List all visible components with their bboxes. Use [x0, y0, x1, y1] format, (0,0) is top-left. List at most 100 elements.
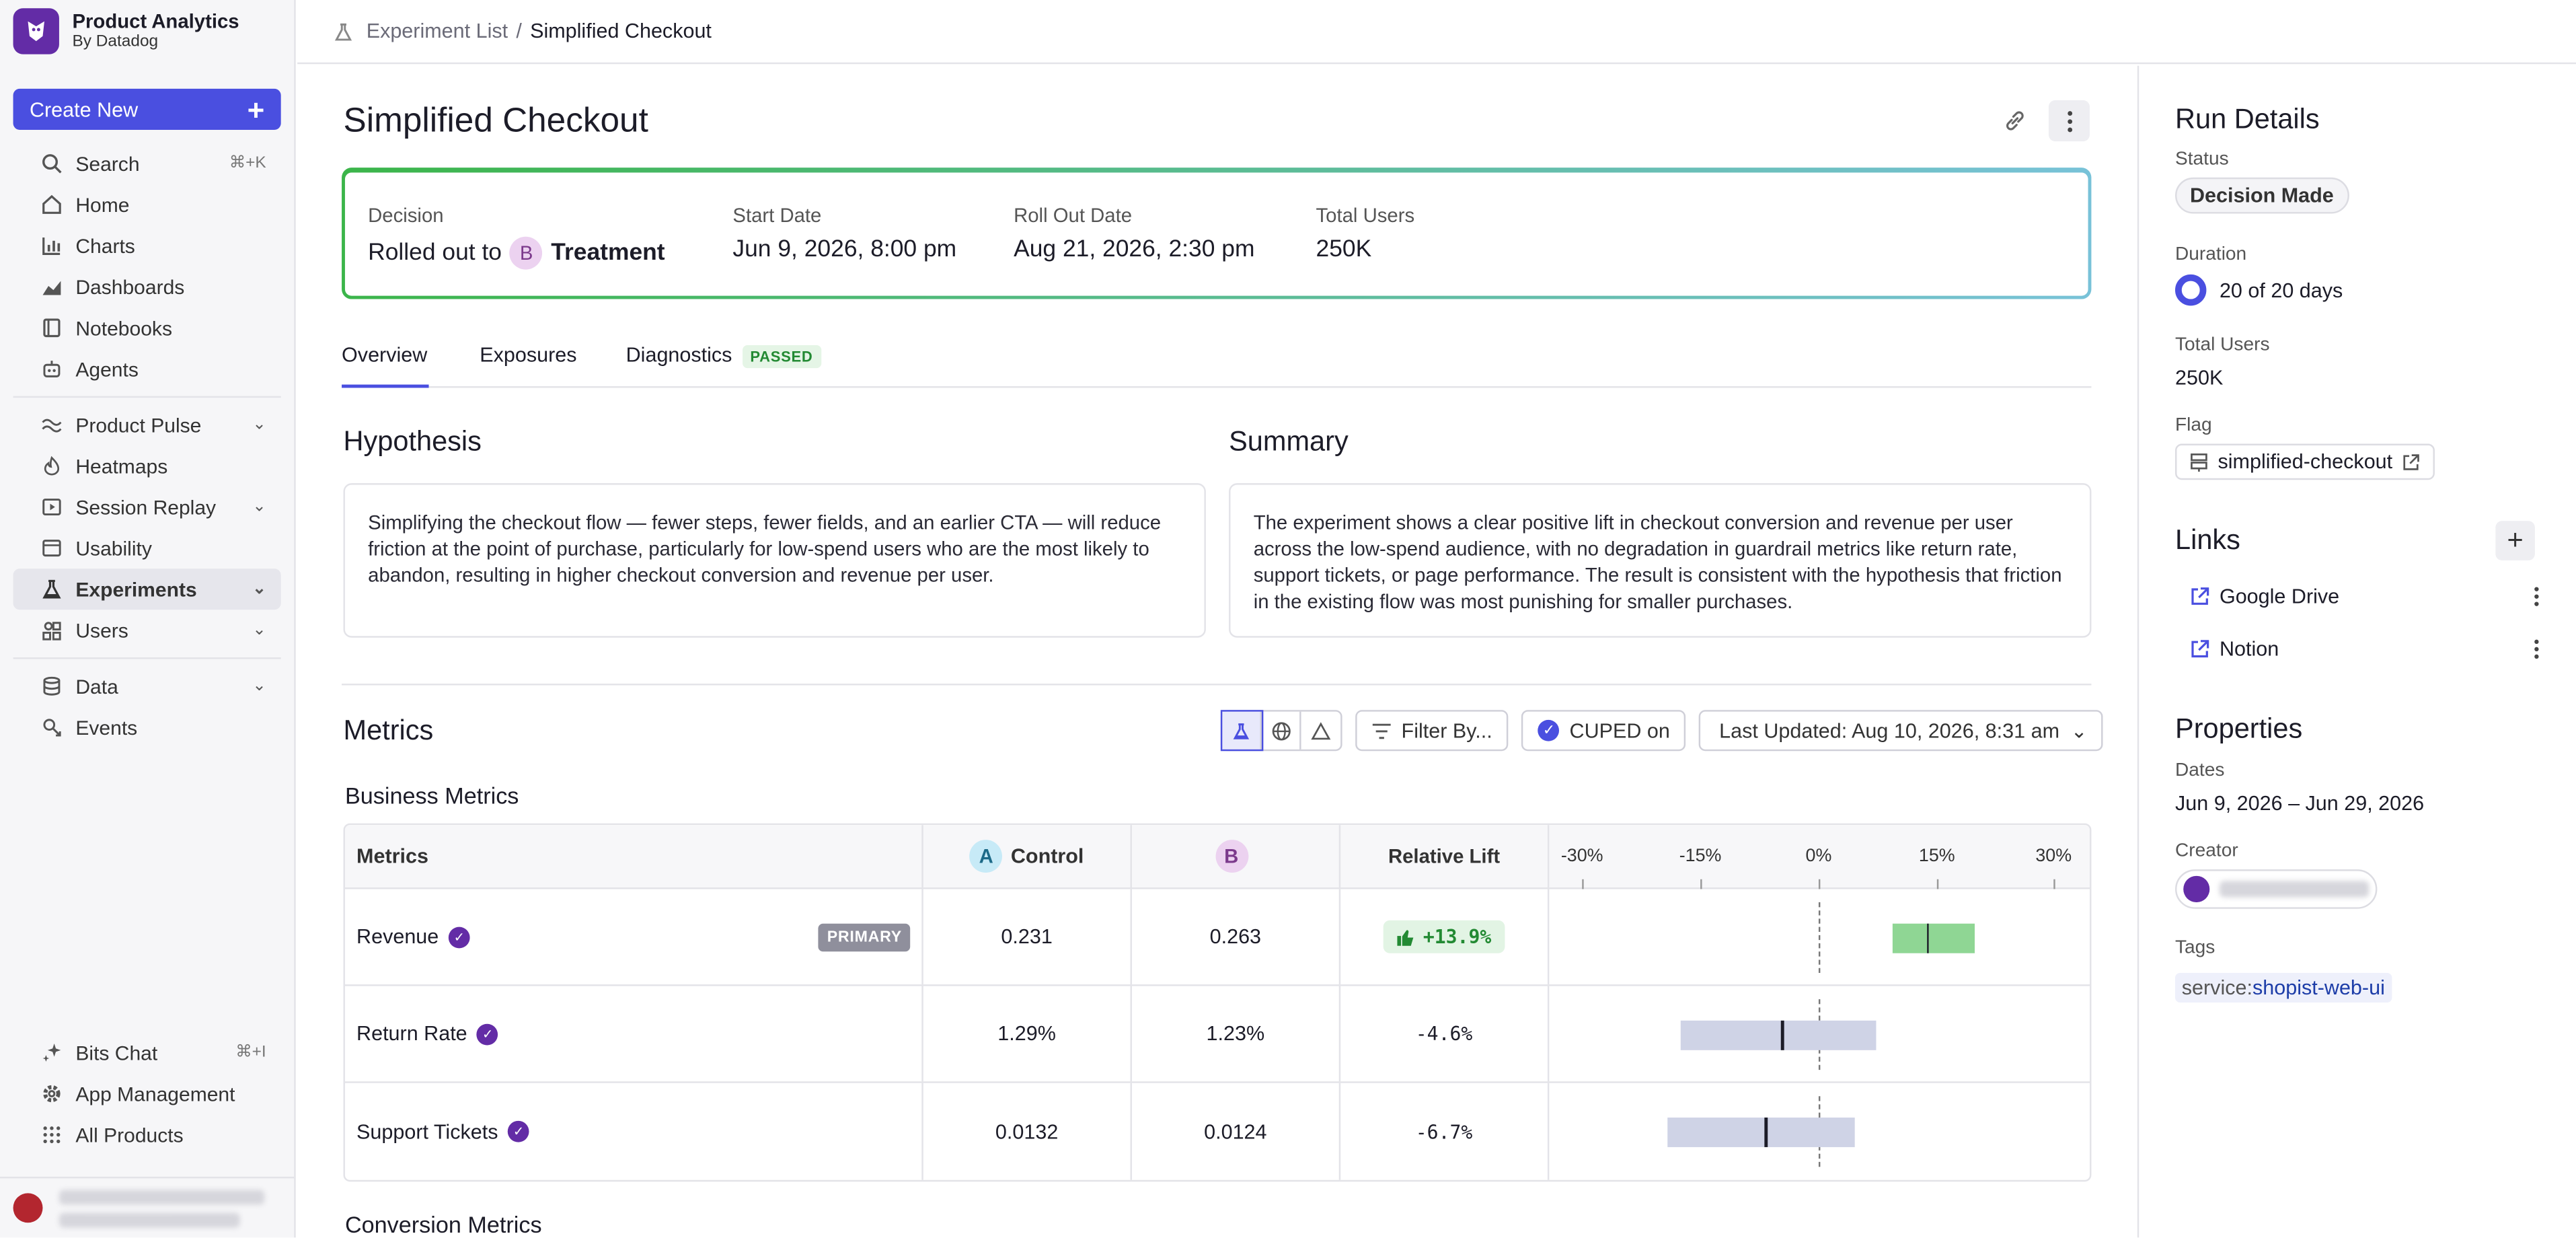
flag-link[interactable]: simplified-checkout [2175, 443, 2435, 480]
nav-notebooks[interactable]: Notebooks [13, 307, 281, 349]
plus-icon: + [247, 93, 265, 126]
tab-diagnostics-label: Diagnostics [626, 343, 732, 367]
avatar [13, 1193, 43, 1223]
more-actions-button[interactable] [2048, 100, 2090, 142]
decision-variant: Treatment [551, 240, 665, 266]
nav-bits-chat[interactable]: Bits Chat ⌘+I [13, 1032, 281, 1073]
check-circle-icon: ✓ [1538, 719, 1560, 741]
col-lift-label: Relative Lift [1388, 844, 1501, 868]
nav-experiments[interactable]: Experiments ⌄ [13, 569, 281, 610]
filter-by-button[interactable]: Filter By... [1355, 710, 1509, 752]
nav-product-pulse[interactable]: Product Pulse ⌄ [13, 404, 281, 445]
add-link-button[interactable]: + [2495, 521, 2535, 560]
breadcrumb-experiment-list[interactable]: Experiment List [366, 20, 508, 43]
tab-overview[interactable]: Overview [342, 344, 429, 388]
more-vertical-icon[interactable] [2533, 587, 2540, 606]
nav-all-products[interactable]: All Products [13, 1114, 281, 1155]
chevron-down-icon: ⌄ [252, 621, 266, 640]
decision-label: Decision [368, 203, 444, 227]
cuped-toggle[interactable]: ✓ CUPED on [1521, 710, 1687, 752]
creator-chip[interactable] [2175, 869, 2378, 909]
last-updated-dropdown[interactable]: Last Updated: Aug 10, 2026, 8:31 am ⌄ [1699, 710, 2104, 752]
nav-usability[interactable]: Usability [13, 527, 281, 569]
primary-badge: PRIMARY [819, 922, 911, 951]
tag-chip[interactable]: service:shopist-web-ui [2175, 973, 2392, 1003]
tag-key: service: [2181, 976, 2252, 1000]
nav-charts[interactable]: Charts [13, 225, 281, 266]
robot-icon [40, 357, 63, 380]
nav-app-management[interactable]: App Management [13, 1073, 281, 1114]
create-new-button[interactable]: Create New + [13, 88, 281, 130]
total-users-label: Total Users [1316, 203, 1415, 227]
axis-tick-label: 0% [1805, 846, 1832, 867]
metrics-heading: Metrics [343, 715, 434, 746]
cuped-label: CUPED on [1569, 719, 1670, 742]
point-estimate-marker [1927, 923, 1930, 953]
variant-b-badge: B [510, 236, 543, 270]
search-shortcut: ⌘+K [229, 154, 266, 173]
user-menu[interactable] [0, 1176, 295, 1237]
nav-divider [13, 657, 281, 659]
globe-icon[interactable] [1262, 711, 1301, 750]
nav-users[interactable]: Users ⌄ [13, 610, 281, 651]
confidence-interval-bar[interactable] [1681, 1020, 1877, 1050]
nav-agents[interactable]: Agents [13, 349, 281, 390]
grid-icon [40, 1124, 63, 1146]
flask-icon[interactable] [1220, 710, 1264, 752]
summary-heading: Summary [1229, 425, 1349, 458]
verified-badge-icon: ✓ [508, 1120, 529, 1142]
brand[interactable]: Product Analytics By Datadog [0, 0, 294, 63]
confidence-interval-bar[interactable] [1892, 923, 1975, 953]
start-date-label: Start Date [732, 203, 822, 227]
nav-heatmaps[interactable]: Heatmaps [13, 445, 281, 486]
chevron-down-icon: ⌄ [2070, 719, 2088, 742]
table-row[interactable]: Return Rate ✓ 1.29% 1.23% -4.6% [344, 986, 2090, 1083]
avatar [2183, 875, 2209, 902]
nav-search[interactable]: Search ⌘+K [13, 143, 281, 184]
status-label: Status [2175, 149, 2229, 170]
user-name-redacted [59, 1189, 265, 1204]
tab-exposures[interactable]: Exposures [480, 343, 577, 367]
copy-link-button[interactable] [1994, 100, 2035, 141]
link-item[interactable]: Notion [2190, 638, 2540, 661]
more-vertical-icon[interactable] [2533, 639, 2540, 659]
axis-tick-label: -15% [1679, 846, 1722, 867]
nav-events[interactable]: Events [13, 706, 281, 748]
nav-experiments-label: Experiments [75, 577, 197, 601]
chevron-down-icon: ⌄ [252, 677, 266, 696]
start-date-value: Jun 9, 2026, 8:00 pm [732, 236, 957, 263]
chevron-down-icon: ⌄ [252, 498, 266, 516]
sidebar: Product Analytics By Datadog Create New … [0, 0, 296, 1238]
decision-card: Decision Rolled out to B Treatment Start… [342, 168, 2092, 299]
bits-chat-shortcut: ⌘+I [235, 1044, 266, 1062]
nav-data[interactable]: Data ⌄ [13, 665, 281, 706]
nav-search-label: Search [75, 151, 140, 176]
nav-all-products-label: All Products [75, 1123, 184, 1146]
page-title: Simplified Checkout [343, 102, 648, 140]
table-row[interactable]: Support Tickets ✓ 0.0132 0.0124 -6.7% [345, 1083, 2090, 1180]
view-toggle [1220, 710, 1342, 752]
table-row[interactable]: Revenue ✓ PRIMARY 0.231 0.263 +13.9% [344, 889, 2090, 986]
hypothesis-heading: Hypothesis [343, 425, 482, 458]
flask-icon [334, 21, 353, 42]
nav-dashboards[interactable]: Dashboards [13, 266, 281, 307]
flag-value: simplified-checkout [2218, 450, 2393, 474]
metric-name: Return Rate [356, 1022, 467, 1046]
links-heading: Links [2175, 524, 2240, 556]
metric-name: Revenue [356, 925, 439, 949]
nav-heatmaps-label: Heatmaps [75, 454, 168, 478]
gear-icon [40, 1082, 63, 1105]
tab-diagnostics[interactable]: Diagnostics PASSED [626, 344, 821, 388]
database-icon [40, 675, 63, 698]
link-item[interactable]: Google Drive [2190, 585, 2540, 608]
confidence-interval-bar[interactable] [1667, 1117, 1855, 1147]
warning-triangle-icon[interactable] [1301, 712, 1341, 750]
decision-prefix: Rolled out to [368, 240, 502, 266]
duration-label: Duration [2175, 244, 2247, 265]
plus-icon: + [2507, 524, 2524, 556]
nav-events-label: Events [75, 715, 138, 739]
nav-session-replay[interactable]: Session Replay ⌄ [13, 486, 281, 527]
nav-charts-label: Charts [75, 234, 135, 258]
nav-home[interactable]: Home [13, 184, 281, 225]
link-name: Notion [2219, 637, 2279, 661]
